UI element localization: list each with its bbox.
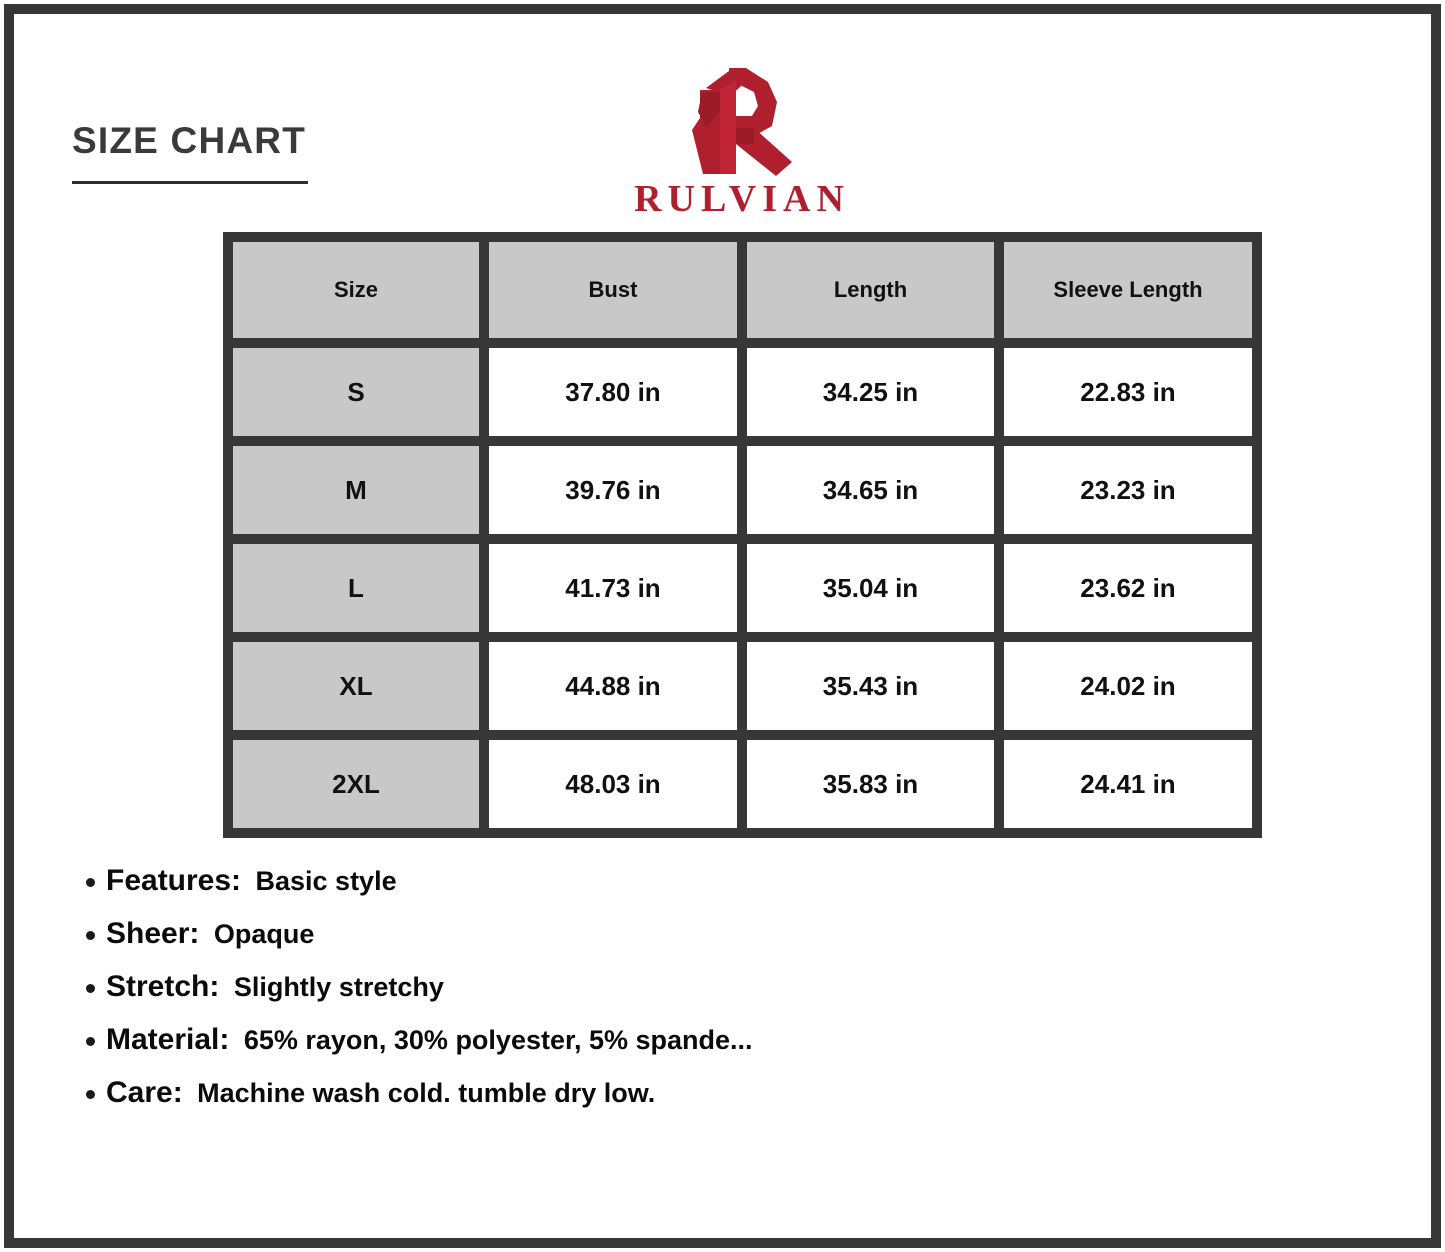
cell-sleeve: 23.23 in [999,441,1257,539]
cell-bust: 39.76 in [484,441,742,539]
title-divider [72,181,308,184]
bullet-icon [86,931,95,940]
bullet-icon [86,1090,95,1099]
detail-label: Sheer: [106,917,200,950]
cell-length: 34.25 in [742,343,999,441]
cell-sleeve: 23.62 in [999,539,1257,637]
detail-label: Features: [106,864,242,897]
detail-value: Machine wash cold. tumble dry low. [197,1078,656,1108]
cell-sleeve: 22.83 in [999,343,1257,441]
cell-length: 34.65 in [742,441,999,539]
column-header-length: Length [742,237,999,343]
column-header-bust: Bust [484,237,742,343]
list-item: Stretch: Slightly stretchy [76,968,1276,1011]
cell-size: M [228,441,484,539]
detail-label: Care: [106,1076,183,1109]
detail-value: Basic style [255,866,397,896]
table-body: S 37.80 in 34.25 in 22.83 in M 39.76 in … [228,343,1257,833]
cell-size: S [228,343,484,441]
detail-value: Slightly stretchy [233,972,444,1002]
cell-bust: 41.73 in [484,539,742,637]
cell-size: 2XL [228,735,484,833]
table-row: S 37.80 in 34.25 in 22.83 in [228,343,1257,441]
table-row: 2XL 48.03 in 35.83 in 24.41 in [228,735,1257,833]
cell-bust: 37.80 in [484,343,742,441]
table-row: M 39.76 in 34.65 in 23.23 in [228,441,1257,539]
cell-bust: 44.88 in [484,637,742,735]
cell-size: L [228,539,484,637]
detail-value: Opaque [213,919,315,949]
bullet-icon [86,984,95,993]
page-title: SIZE CHART [72,120,306,161]
bullet-icon [86,878,95,887]
cell-length: 35.83 in [742,735,999,833]
table-row: XL 44.88 in 35.43 in 24.02 in [228,637,1257,735]
rulvian-r-monogram-icon [692,68,792,176]
brand-name: RULVIAN [634,178,850,220]
page-canvas: SIZE CHART RULVIAN [14,14,1431,1238]
detail-label: Stretch: [106,970,220,1003]
page-frame-border: SIZE CHART RULVIAN [4,4,1441,1248]
bullet-icon [86,1037,95,1046]
column-header-size: Size [228,237,484,343]
product-details-list: Features: Basic style Sheer: Opaque Stre… [76,862,1276,1127]
cell-sleeve: 24.02 in [999,637,1257,735]
detail-label: Material: [106,1023,230,1056]
cell-sleeve: 24.41 in [999,735,1257,833]
brand-block: RULVIAN [607,66,877,218]
cell-length: 35.04 in [742,539,999,637]
list-item: Sheer: Opaque [76,915,1276,958]
list-item: Features: Basic style [76,862,1276,905]
size-chart-table: Size Bust Length Sleeve Length S 37.80 i… [223,232,1262,838]
cell-size: XL [228,637,484,735]
list-item: Material: 65% rayon, 30% polyester, 5% s… [76,1021,1276,1064]
title-block: SIZE CHART [72,122,492,184]
list-item: Care: Machine wash cold. tumble dry low. [76,1074,1276,1117]
table-row: L 41.73 in 35.04 in 23.62 in [228,539,1257,637]
cell-bust: 48.03 in [484,735,742,833]
table-header-row: Size Bust Length Sleeve Length [228,237,1257,343]
table-header: Size Bust Length Sleeve Length [228,237,1257,343]
column-header-sleeve: Sleeve Length [999,237,1257,343]
cell-length: 35.43 in [742,637,999,735]
detail-value: 65% rayon, 30% polyester, 5% spande... [243,1025,753,1055]
